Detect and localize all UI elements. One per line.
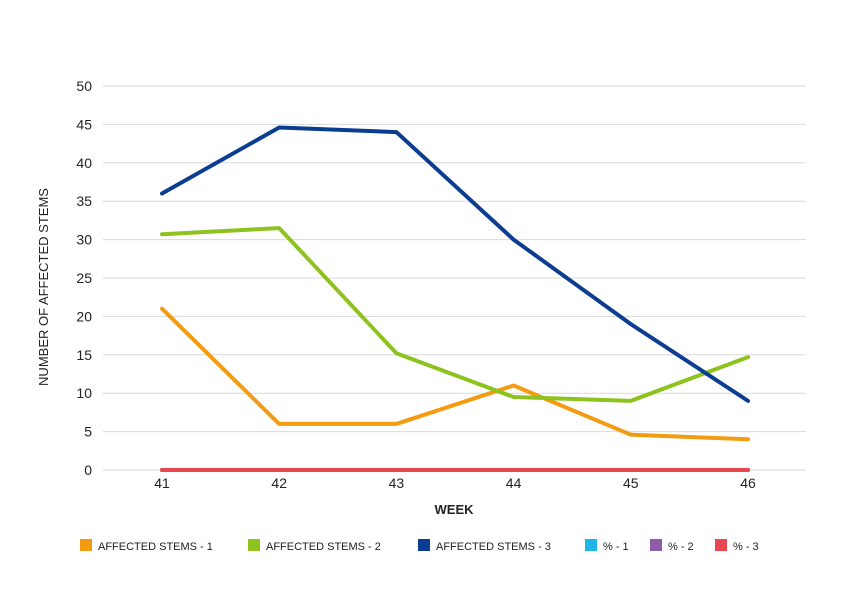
legend-swatch bbox=[585, 539, 597, 551]
series-line-1 bbox=[160, 306, 750, 442]
series-line-2 bbox=[160, 226, 750, 403]
x-tick-label: 43 bbox=[389, 475, 405, 491]
legend-swatch bbox=[418, 539, 430, 551]
gridlines bbox=[103, 85, 806, 471]
legend-label: % - 3 bbox=[733, 541, 759, 553]
x-axis-ticks: 41 42 43 44 45 46 bbox=[154, 475, 756, 491]
series-lines bbox=[160, 125, 750, 472]
y-axis-ticks: 0 5 10 15 20 25 30 35 40 45 50 bbox=[76, 78, 92, 478]
y-tick-label: 25 bbox=[76, 270, 92, 286]
legend-swatch bbox=[650, 539, 662, 551]
legend-label: AFFECTED STEMS - 2 bbox=[266, 541, 381, 553]
y-tick-label: 10 bbox=[76, 385, 92, 401]
legend-swatch bbox=[80, 539, 92, 551]
y-axis-title: NUMBER OF AFFECTED STEMS bbox=[36, 188, 51, 386]
x-tick-label: 44 bbox=[506, 475, 522, 491]
y-tick-label: 0 bbox=[84, 462, 92, 478]
series-line-3 bbox=[160, 125, 750, 403]
legend-swatch bbox=[715, 539, 727, 551]
legend: AFFECTED STEMS - 1 AFFECTED STEMS - 2 AFFE… bbox=[80, 539, 759, 553]
y-tick-label: 45 bbox=[76, 116, 92, 132]
legend-label: AFFECTED STEMS - 3 bbox=[436, 541, 551, 553]
x-tick-label: 45 bbox=[623, 475, 639, 491]
legend-label: % - 2 bbox=[668, 541, 694, 553]
legend-label: AFFECTED STEMS - 1 bbox=[98, 541, 213, 553]
x-tick-label: 42 bbox=[271, 475, 287, 491]
y-tick-label: 50 bbox=[76, 78, 92, 94]
y-tick-label: 40 bbox=[76, 155, 92, 171]
x-tick-label: 41 bbox=[154, 475, 170, 491]
y-tick-label: 20 bbox=[76, 308, 92, 324]
y-tick-label: 5 bbox=[84, 424, 92, 440]
x-tick-label: 46 bbox=[740, 475, 756, 491]
legend-swatch bbox=[248, 539, 260, 551]
legend-label: % - 1 bbox=[603, 541, 629, 553]
x-axis-title: WEEK bbox=[435, 502, 475, 517]
y-tick-label: 35 bbox=[76, 193, 92, 209]
y-tick-label: 30 bbox=[76, 232, 92, 248]
y-tick-label: 15 bbox=[76, 347, 92, 363]
